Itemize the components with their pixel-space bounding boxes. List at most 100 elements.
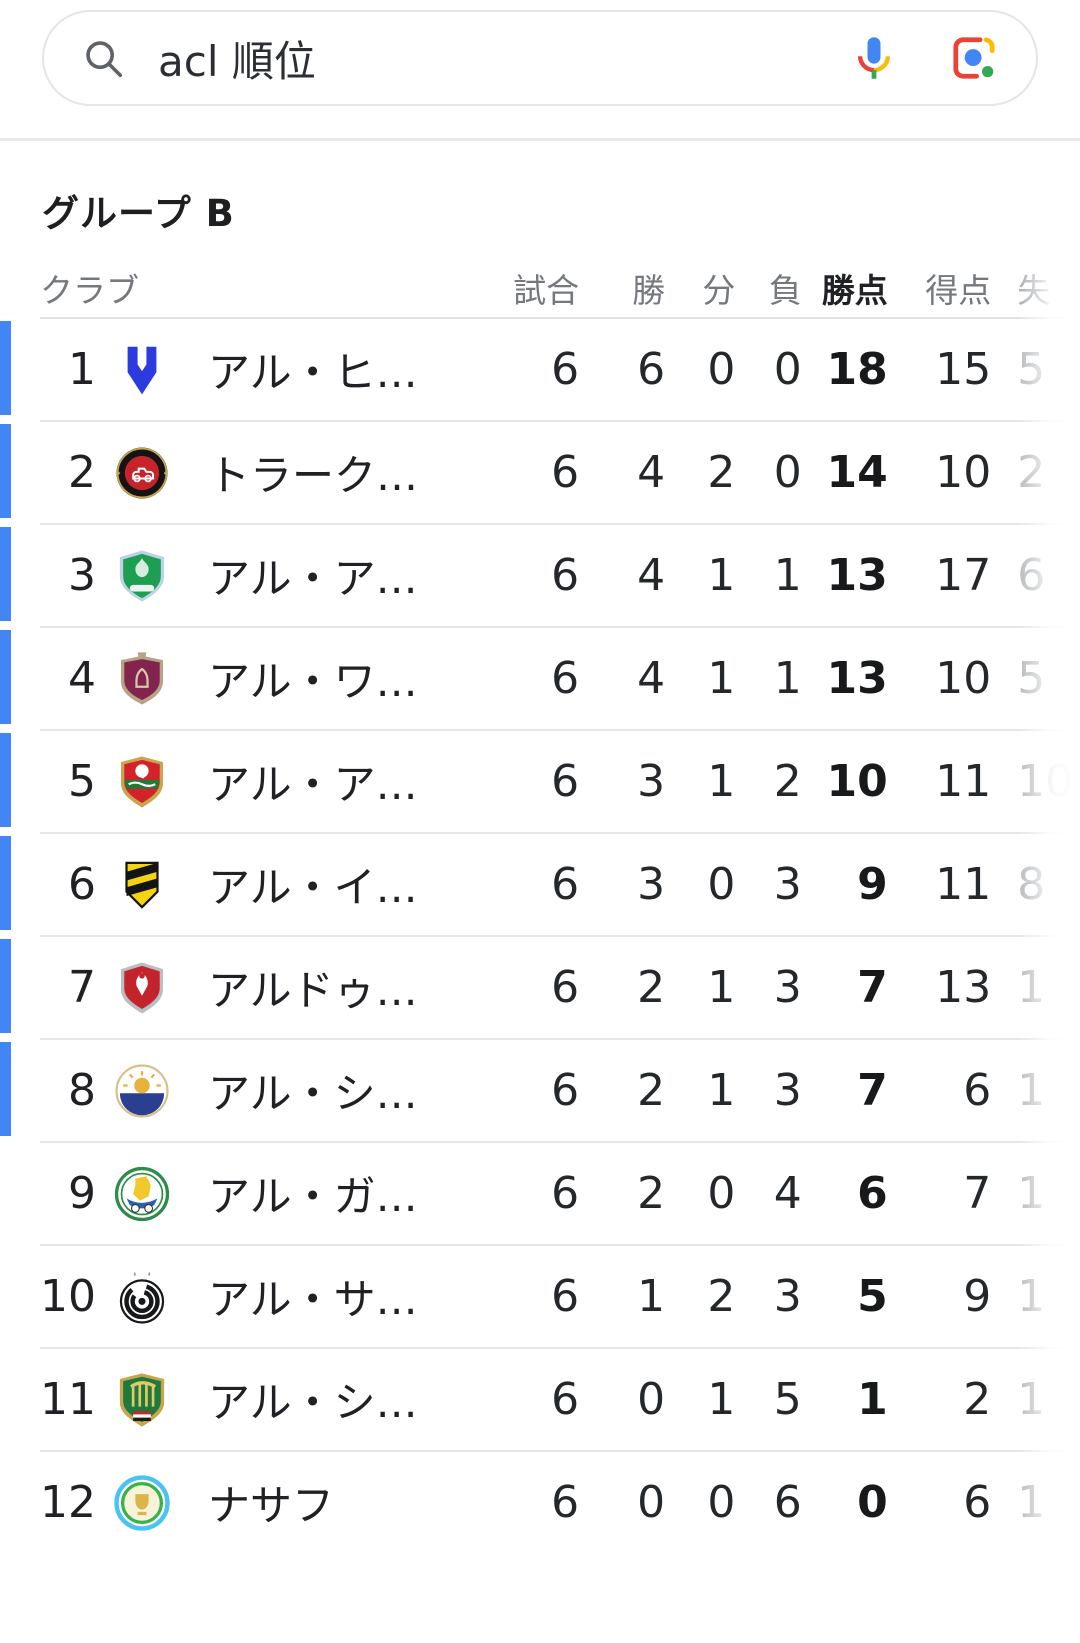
stat-points: 13 <box>826 653 888 704</box>
team-name[interactable]: アル・イ… <box>208 863 418 912</box>
column-header-ga: 失 <box>1017 271 1051 310</box>
team-name[interactable]: アル・ワ… <box>208 657 418 706</box>
team-name[interactable]: アル・ヒ… <box>208 348 418 397</box>
stat-won: 2 <box>637 962 666 1013</box>
tractor-crest-icon <box>106 442 178 504</box>
stat-drawn: 0 <box>707 1477 736 1528</box>
stat-drawn: 1 <box>707 550 736 601</box>
stat-ga: 5 <box>1017 653 1046 704</box>
rank-number: 11 <box>40 1374 96 1425</box>
rank-number: 6 <box>68 859 96 910</box>
stat-drawn: 0 <box>707 344 736 395</box>
club-cell: 8 アル・シ… <box>40 1060 491 1122</box>
column-header-drawn: 分 <box>702 271 736 310</box>
team-name[interactable]: ナサフ <box>208 1481 335 1530</box>
table-row[interactable]: 12 ナサフ 6 0 0 6 0 6 1 <box>40 1452 1080 1553</box>
stat-drawn: 1 <box>707 1065 736 1116</box>
al-ahli-crest-icon <box>106 545 178 607</box>
stat-points: 13 <box>826 550 888 601</box>
qualification-indicator-bar <box>0 630 11 724</box>
club-column-header: クラブ <box>40 271 139 310</box>
table-row[interactable]: 11 アル・シ… 6 0 1 5 1 2 1 <box>40 1349 1080 1452</box>
stat-drawn: 1 <box>707 653 736 704</box>
club-cell: 12 ナサフ <box>40 1472 491 1534</box>
stat-gf: 6 <box>963 1477 992 1528</box>
team-name[interactable]: アル・ア… <box>208 760 418 809</box>
stat-gf: 9 <box>963 1271 992 1322</box>
stat-drawn: 1 <box>707 1374 736 1425</box>
standings-table: クラブ 試合勝分負勝点 得点失 1 アル・ヒ… 6 6 0 0 18 15 5 2 トラーク… 6 4 2 0… <box>0 259 1080 1553</box>
column-header-won: 勝 <box>632 271 666 310</box>
qualification-indicator-bar <box>0 321 11 415</box>
club-cell: 3 アル・ア… <box>40 545 491 607</box>
stat-drawn: 1 <box>707 756 736 807</box>
stat-ga: 6 <box>1017 550 1046 601</box>
team-name[interactable]: アル・ガ… <box>208 1172 418 1221</box>
stat-won: 3 <box>637 756 666 807</box>
team-name[interactable]: アル・シ… <box>208 1069 418 1118</box>
table-row[interactable]: 9 アル・ガ… 6 2 0 4 6 7 1 <box>40 1143 1080 1246</box>
team-name[interactable]: アル・シ… <box>208 1378 418 1427</box>
stat-drawn: 2 <box>707 447 736 498</box>
qualification-indicator-bar <box>0 939 11 1033</box>
stat-points: 1 <box>857 1374 888 1425</box>
stat-played: 6 <box>551 1065 580 1116</box>
table-row[interactable]: 8 アル・シ… 6 2 1 3 7 6 1 <box>0 1040 1080 1143</box>
team-name[interactable]: アルドゥ… <box>208 966 418 1015</box>
stat-ga: 2 <box>1017 447 1046 498</box>
microphone-icon[interactable] <box>848 32 900 84</box>
table-row[interactable]: 10 アル・サ… 6 1 2 3 5 9 1 <box>40 1246 1080 1349</box>
stat-gf: 15 <box>935 344 992 395</box>
stat-ga: 1 <box>1017 962 1046 1013</box>
stat-won: 2 <box>637 1168 666 1219</box>
stat-lost: 3 <box>773 962 802 1013</box>
rank-number: 7 <box>68 962 96 1013</box>
search-query-text[interactable]: acl 順位 <box>158 36 316 86</box>
team-name[interactable]: アル・ア… <box>208 554 418 603</box>
stat-lost: 5 <box>773 1374 802 1425</box>
al-duhail-crest-icon <box>106 957 178 1019</box>
stat-points: 7 <box>857 1065 888 1116</box>
qualification-indicator-bar <box>0 836 11 930</box>
stat-points: 9 <box>857 859 888 910</box>
stat-ga: 1 <box>1017 1477 1046 1528</box>
stat-points: 18 <box>826 344 888 395</box>
table-row[interactable]: 5 アル・ア… 6 3 1 2 10 11 10 <box>0 731 1080 834</box>
table-row[interactable]: 3 アル・ア… 6 4 1 1 13 17 6 <box>0 525 1080 628</box>
stat-ga: 5 <box>1017 344 1046 395</box>
stat-played: 6 <box>551 1477 580 1528</box>
al-sadd-crest-icon <box>106 1266 178 1328</box>
table-row[interactable]: 4 アル・ワ… 6 4 1 1 13 10 5 <box>0 628 1080 731</box>
search-bar[interactable]: acl 順位 <box>42 10 1038 106</box>
table-row[interactable]: 1 アル・ヒ… 6 6 0 0 18 15 5 <box>0 319 1080 422</box>
club-cell: 5 アル・ア… <box>40 751 491 813</box>
google-lens-icon[interactable] <box>948 32 1000 84</box>
stat-played: 6 <box>551 447 580 498</box>
stat-gf: 11 <box>935 756 992 807</box>
stat-ga: 1 <box>1017 1065 1046 1116</box>
qualification-indicator-bar <box>0 424 11 518</box>
team-name[interactable]: アル・サ… <box>208 1275 418 1324</box>
sharjah-crest-icon <box>106 1060 178 1122</box>
stat-played: 6 <box>551 1168 580 1219</box>
stat-gf: 11 <box>935 859 992 910</box>
stat-drawn: 0 <box>707 1168 736 1219</box>
club-cell: 6 アル・イ… <box>40 854 491 916</box>
stat-played: 6 <box>551 756 580 807</box>
stat-points: 0 <box>857 1477 888 1528</box>
stat-won: 0 <box>637 1477 666 1528</box>
table-row[interactable]: 7 アルドゥ… 6 2 1 3 7 13 1 <box>0 937 1080 1040</box>
stat-ga: 8 <box>1017 859 1046 910</box>
table-row[interactable]: 2 トラーク… 6 4 2 0 14 10 2 <box>0 422 1080 525</box>
stat-lost: 3 <box>773 1271 802 1322</box>
stat-points: 14 <box>826 447 888 498</box>
club-cell: 7 アルドゥ… <box>40 957 491 1019</box>
stat-ga: 1 <box>1017 1374 1046 1425</box>
search-header: acl 順位 <box>0 0 1080 106</box>
rank-number: 10 <box>40 1271 96 1322</box>
club-cell: 2 トラーク… <box>40 442 491 504</box>
column-header-lost: 負 <box>768 271 802 310</box>
table-row[interactable]: 6 アル・イ… 6 3 0 3 9 11 8 <box>0 834 1080 937</box>
team-name[interactable]: トラーク… <box>208 451 419 500</box>
